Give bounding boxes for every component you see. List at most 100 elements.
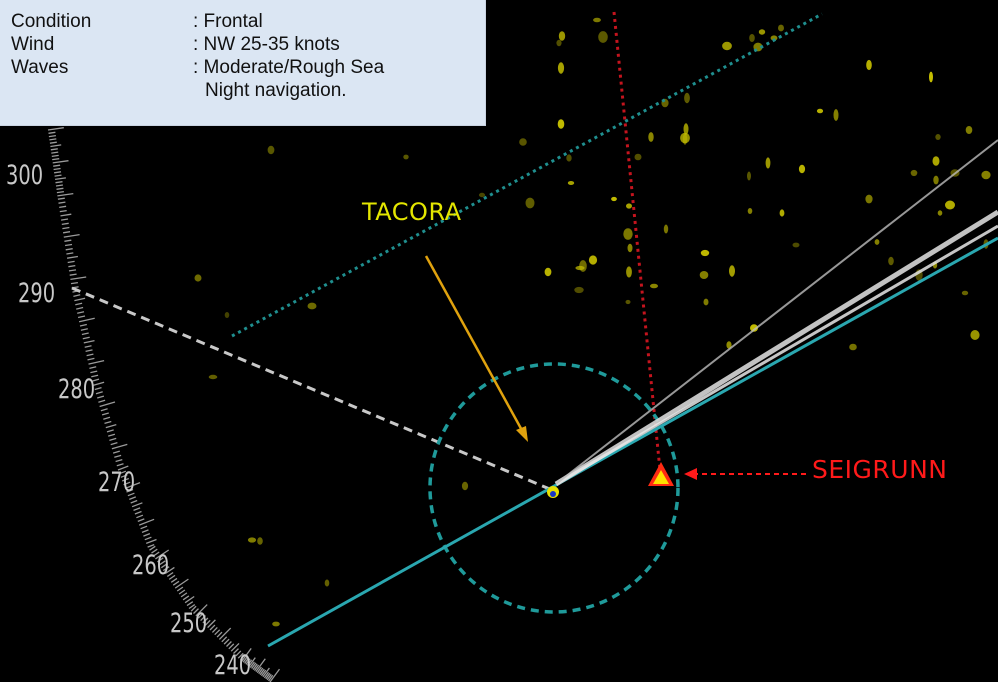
scale-tick	[64, 239, 72, 242]
echo-blip	[544, 267, 552, 277]
echo-blip	[910, 169, 918, 177]
scale-tick	[123, 481, 131, 486]
echo-blip	[699, 271, 709, 279]
scale-tick	[57, 192, 74, 197]
echo-blip	[683, 123, 689, 135]
scale-tick	[245, 658, 251, 665]
scale-tick	[230, 642, 240, 652]
scale-tick	[91, 374, 99, 378]
scale-tick	[184, 595, 195, 604]
scale-tick	[170, 577, 178, 583]
echo-blip	[726, 341, 732, 349]
wake-trail-inner	[555, 224, 998, 486]
scale-tick	[75, 302, 83, 306]
scale-tick	[136, 514, 144, 519]
echo-blip	[765, 157, 771, 169]
scale-tick	[120, 474, 128, 478]
scale-tick	[93, 381, 105, 386]
scale-tick	[99, 401, 116, 408]
condition-label: Condition	[11, 11, 92, 32]
bearing-label-240: 240	[214, 650, 252, 681]
scale-tick	[108, 433, 116, 437]
echo-blip	[981, 170, 991, 180]
scale-tick	[87, 357, 95, 361]
scale-tick	[67, 260, 75, 264]
scale-tick	[204, 619, 211, 626]
echo-blip	[933, 175, 939, 185]
scale-tick	[111, 443, 128, 450]
condition-row: Condition : Frontal	[0, 10, 485, 33]
echo-blip	[758, 29, 766, 35]
echo-blip	[816, 108, 824, 114]
scale-tick	[124, 481, 141, 490]
scale-tick	[101, 412, 109, 416]
echo-blip	[703, 298, 709, 306]
scale-tick	[52, 160, 69, 164]
seigrunn-target-marker[interactable]	[648, 462, 674, 486]
echo-blip	[272, 621, 280, 627]
echo-blip	[626, 266, 632, 278]
echo-blip	[593, 17, 601, 23]
scale-tick	[53, 167, 61, 171]
scale-tick	[58, 201, 66, 204]
scale-tick	[92, 378, 100, 382]
scale-tick	[241, 648, 252, 662]
echo-blip	[970, 330, 980, 340]
scale-tick	[253, 664, 260, 671]
scale-tick	[112, 450, 120, 454]
scale-tick	[110, 441, 118, 446]
scale-tick	[80, 328, 88, 331]
echo-blip	[579, 260, 587, 272]
tacora-target-marker[interactable]	[547, 486, 559, 498]
seigrunn-label: SEIGRUNN	[812, 455, 948, 484]
scale-tick	[54, 174, 62, 177]
echo-blip	[566, 154, 572, 162]
echo-blip	[519, 138, 527, 146]
echo-blip	[247, 537, 257, 543]
condition-value: : Frontal	[193, 11, 263, 32]
scale-tick	[164, 566, 175, 575]
echo-blip	[874, 239, 880, 245]
scale-tick	[83, 339, 95, 344]
scale-tick	[103, 416, 111, 420]
echo-blip	[749, 34, 755, 42]
echo-blip	[626, 203, 632, 209]
scale-tick	[77, 315, 86, 319]
seigrunn-arrow-head	[684, 468, 697, 480]
scale-tick	[63, 233, 80, 238]
scale-tick	[86, 353, 94, 357]
scale-tick	[88, 359, 105, 365]
echo-blip	[588, 255, 598, 265]
echo-blip	[937, 210, 943, 216]
scale-tick	[168, 574, 176, 580]
scale-tick	[55, 181, 63, 184]
scale-tick	[97, 395, 105, 399]
scale-tick	[252, 663, 258, 670]
echo-blip	[324, 579, 330, 587]
scale-tick	[202, 617, 209, 624]
echo-blip	[965, 126, 973, 134]
echo-blip	[663, 224, 669, 234]
scale-tick	[54, 171, 62, 174]
scale-tick	[190, 605, 197, 612]
scale-tick	[81, 332, 89, 336]
wind-row: Wind : NW 25-35 knots	[0, 33, 485, 56]
echo-blip	[849, 343, 857, 351]
echo-blip	[929, 71, 933, 83]
echo-blip	[648, 132, 654, 142]
night-note-row: Night navigation.	[0, 79, 485, 102]
scale-tick	[51, 151, 59, 154]
bearing-label-280: 280	[58, 374, 96, 405]
scale-tick	[70, 276, 87, 281]
scale-tick	[133, 507, 141, 512]
bearing-scale	[47, 127, 281, 682]
scale-tick	[51, 154, 59, 158]
scale-tick	[182, 595, 190, 601]
echo-blip	[574, 286, 584, 294]
scale-tick	[223, 638, 230, 645]
wind-value: : NW 25-35 knots	[193, 34, 340, 55]
echo-blip	[558, 31, 566, 41]
bearing-label-270: 270	[98, 467, 136, 498]
echo-blip	[778, 24, 784, 32]
wake-trail-outer	[554, 209, 998, 487]
